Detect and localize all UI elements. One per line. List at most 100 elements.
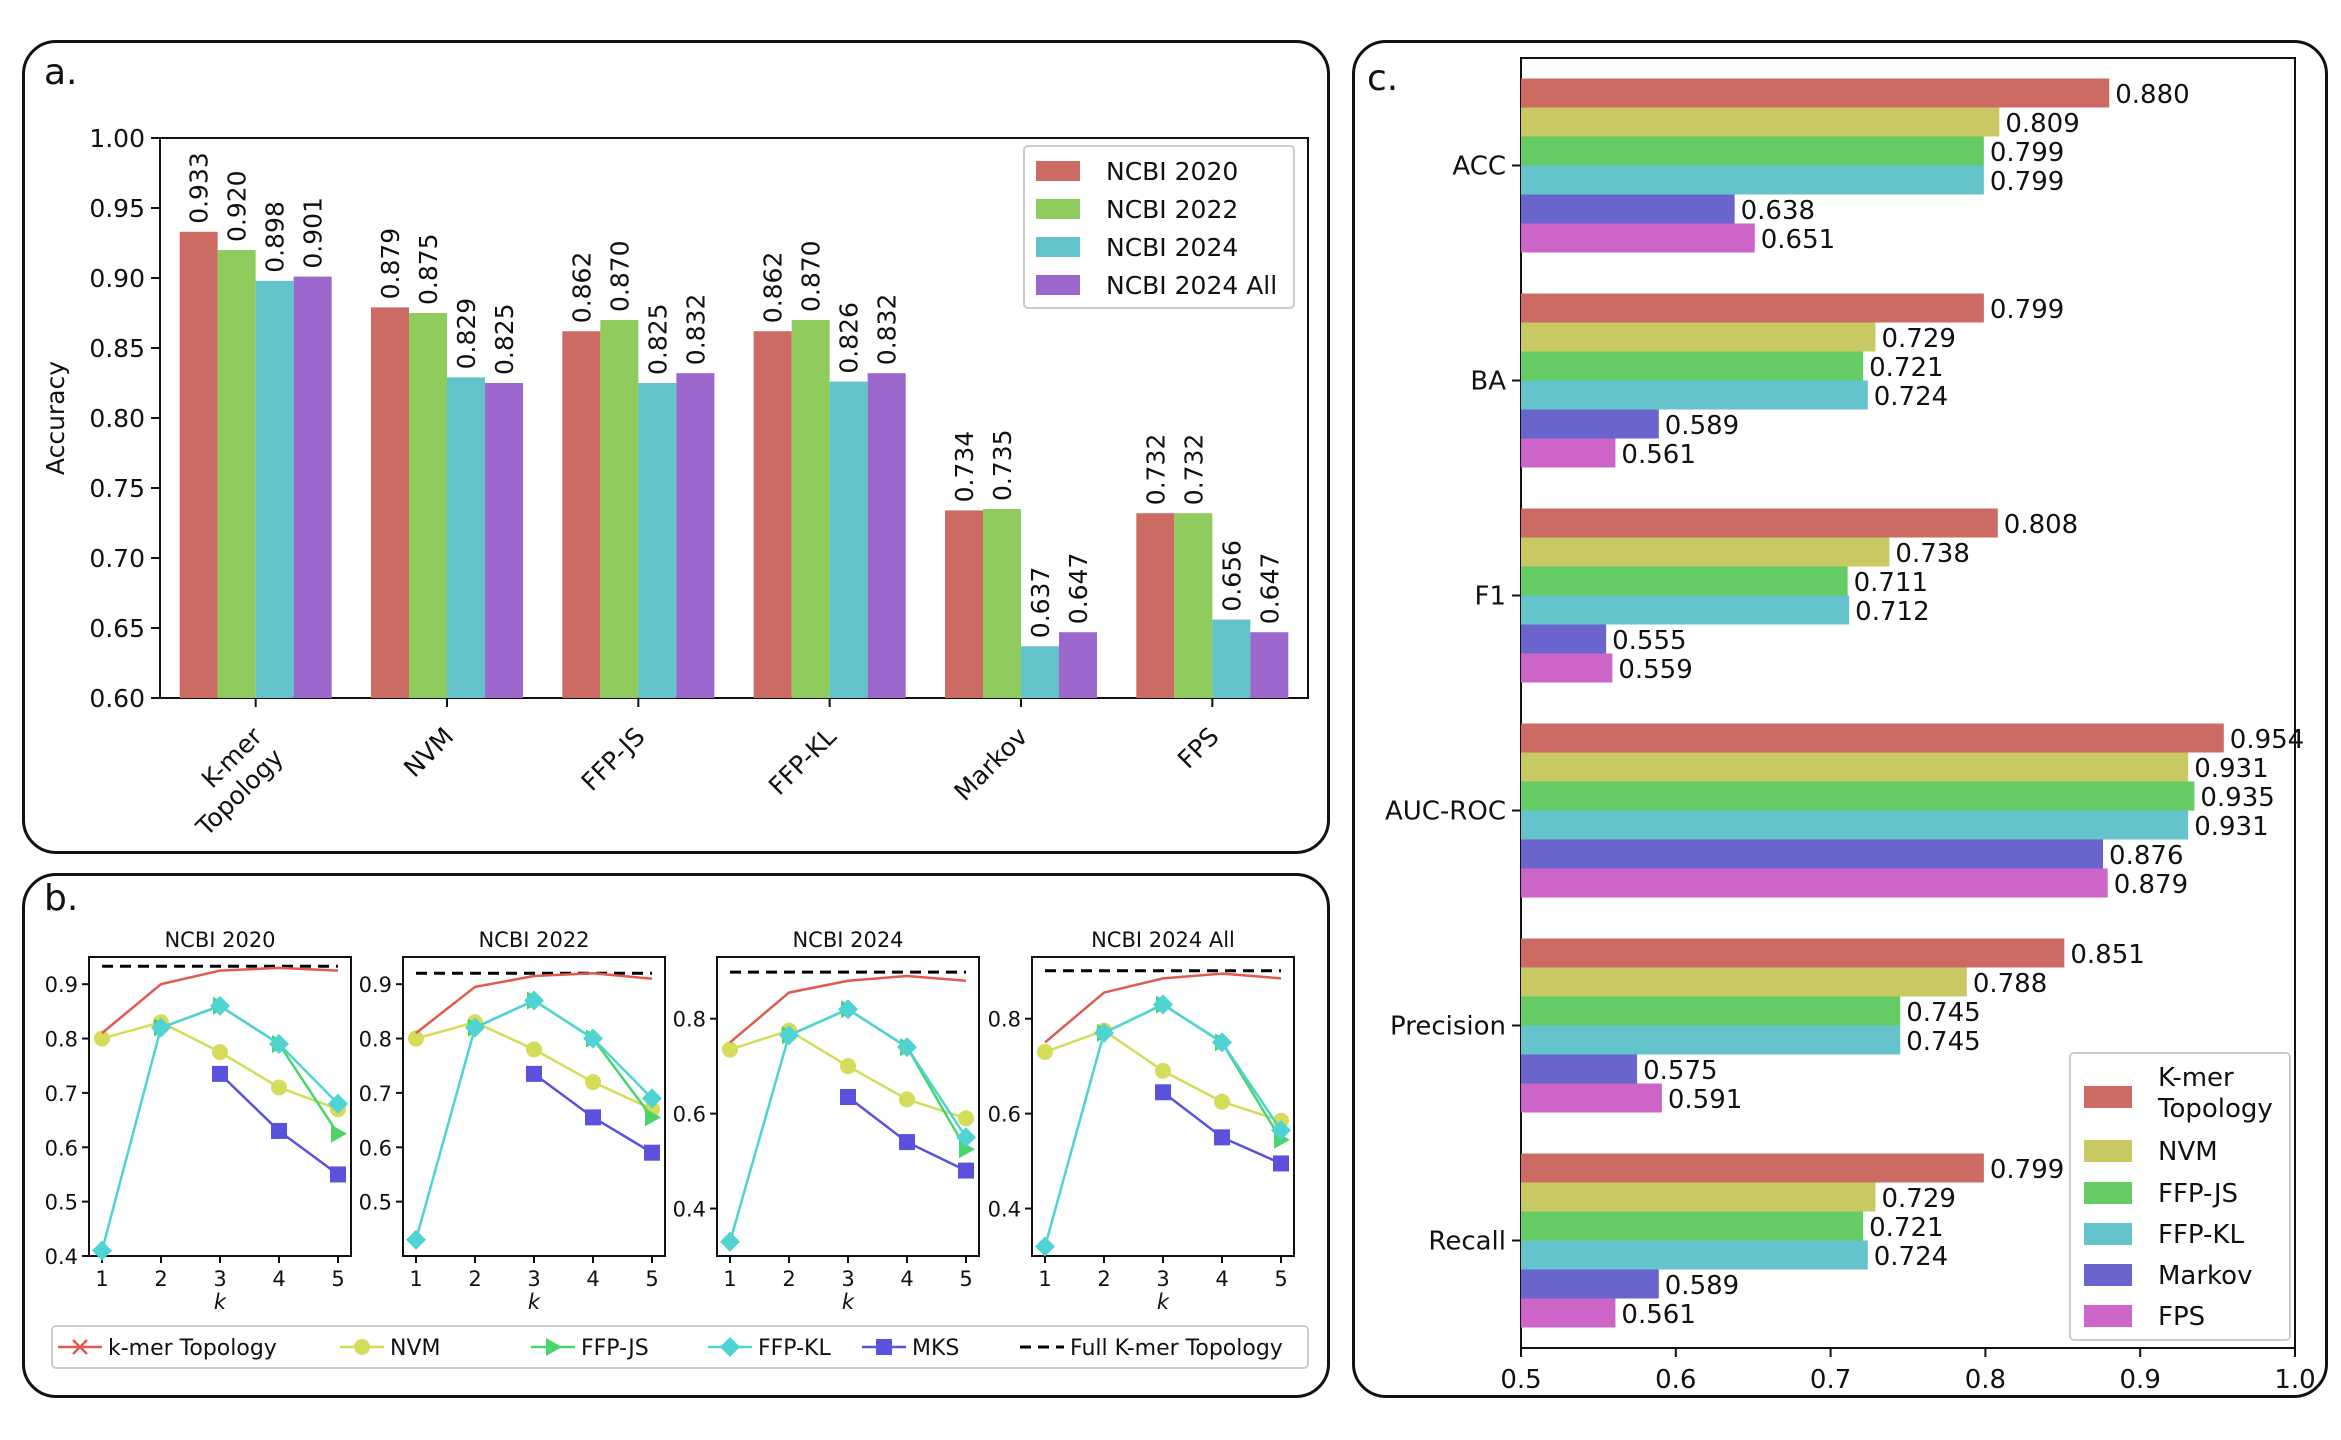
- point-nvm-ncbi-2024: [722, 1041, 738, 1058]
- hbar-label-fps-recall: 0.561: [1621, 1300, 1695, 1330]
- hbar-ffp-js-auc-roc: [1521, 781, 2195, 811]
- chart-c-ytick-label: Precision: [1390, 1012, 1506, 1042]
- hbar-markov-precision: [1521, 1054, 1638, 1084]
- point-ffpkl-ncbi-2022: [406, 1229, 426, 1250]
- chart-c-xtick-label: 0.7: [1810, 1365, 1851, 1395]
- legend-label-ncbi-2020: NCBI 2020: [1106, 157, 1238, 186]
- bar-ncbi-2022-ffp-js: [600, 320, 639, 698]
- hbar-label-ffp-js-acc: 0.799: [1990, 138, 2064, 168]
- bar-label-ncbi-2024-markov: 0.637: [1026, 567, 1055, 639]
- legend-swatch-nvm: [2084, 1140, 2132, 1162]
- bar-label-ncbi-2020-ffp-kl: 0.862: [759, 252, 788, 324]
- point-ffpkl-ncbi-2024: [897, 1037, 917, 1058]
- point-ffpkl-ncbi-2020: [92, 1240, 112, 1261]
- hbar-label-fps-precision: 0.591: [1668, 1085, 1742, 1115]
- hbar-label-nvm-precision: 0.788: [1973, 969, 2047, 999]
- hbar-label-fps-ba: 0.561: [1621, 440, 1695, 470]
- subplot-title-ncbi-2020: NCBI 2020: [164, 928, 275, 952]
- subplot-xtick-label-ncbi-2024: 4: [900, 1267, 913, 1291]
- hbar-ffp-js-f1: [1521, 566, 1848, 596]
- subplot-xtick-label-ncbi-2024: 3: [841, 1267, 854, 1291]
- subplot-xtick-label-ncbi-2024: 5: [959, 1267, 972, 1291]
- subplot-xtick-label-ncbi-2020: 4: [272, 1267, 285, 1291]
- hbar-label-ffp-kl-recall: 0.724: [1874, 1242, 1948, 1272]
- point-ffpkl-ncbi-2022: [642, 1088, 662, 1109]
- point-mks-ncbi-2020: [271, 1122, 287, 1139]
- point-ffpkl-ncbi-2020: [151, 1017, 171, 1038]
- chart-a-ytick-label: 0.85: [89, 334, 145, 363]
- chart-a-legend: [1023, 145, 1295, 309]
- legend-label-nvm: NVM: [2158, 1137, 2218, 1167]
- point-ffpjs-ncbi-2022: [645, 1108, 661, 1127]
- bar-ncbi-2022-markov: [983, 509, 1021, 698]
- point-nvm-ncbi-2022: [585, 1074, 601, 1091]
- bar-label-ncbi-2024-nvm: 0.829: [452, 298, 481, 370]
- legend-label-ncbi-2024-all: NCBI 2024 All: [1106, 271, 1277, 300]
- subplot-xtick-label-ncbi-2024-all: 3: [1156, 1267, 1169, 1291]
- point-ffpkl-ncbi-2024: [779, 1025, 799, 1046]
- panel-label-a: a.: [44, 52, 78, 93]
- bar-label-ncbi-2024-all-k-mer-topology: 0.901: [299, 197, 328, 269]
- bar-label-ncbi-2022-ffp-js: 0.870: [605, 240, 634, 312]
- hbar-ffp-kl-ba: [1521, 380, 1868, 410]
- chart-c-ytick-label: Recall: [1428, 1227, 1506, 1257]
- bar-label-ncbi-2020-fps: 0.732: [1141, 434, 1170, 506]
- subplot-ytick-label-ncbi-2022: 0.8: [359, 1028, 392, 1052]
- chart-a-ytick-label: 0.70: [89, 544, 145, 573]
- subplot-xtick-label-ncbi-2024: 1: [723, 1267, 736, 1291]
- bar-ncbi-2024-all-ffp-kl: [867, 373, 906, 698]
- legend-swatch-fps: [2084, 1305, 2132, 1327]
- hbar-label-ffp-js-f1: 0.711: [1854, 568, 1928, 598]
- bar-label-ncbi-2024-all-fps: 0.647: [1255, 553, 1284, 625]
- bar-label-ncbi-2024-fps: 0.656: [1217, 540, 1246, 612]
- hbar-ffp-kl-auc-roc: [1521, 810, 2189, 840]
- legend-swatch-ffp-kl: [2084, 1223, 2132, 1245]
- chart-a-accuracy-bars: 0.60 0.65 0.70 0.75 0.80 0.85 0.90 0.95 1.00 Accu…: [41, 124, 1309, 842]
- chart-a-ytick-label: 0.65: [89, 614, 145, 643]
- bar-label-ncbi-2024-ffp-js: 0.825: [643, 303, 672, 375]
- point-ffpkl-ncbi-2024-all: [1212, 1032, 1232, 1053]
- chart-a-ytick-label: 0.80: [89, 404, 145, 433]
- hbar-label-ffp-kl-acc: 0.799: [1990, 167, 2064, 197]
- line-kmer-ncbi-2020: [101, 966, 339, 1035]
- bar-ncbi-2020-ffp-kl: [753, 331, 792, 698]
- legend-swatch-ncbi-2024: [1036, 237, 1080, 257]
- legend-swatch-ncbi-2020: [1036, 161, 1080, 181]
- chart-a-ytick-label: 0.60: [89, 684, 145, 713]
- point-ffpkl-ncbi-2024: [956, 1127, 976, 1148]
- chart-c-ytick-label: BA: [1470, 367, 1506, 397]
- chart-c-xtick-label: 0.9: [2120, 1365, 2161, 1395]
- hbar-label-ffp-kl-precision: 0.745: [1906, 1027, 1980, 1057]
- bar-label-ncbi-2022-fps: 0.732: [1179, 434, 1208, 506]
- subplot-ytick-label-ncbi-2020: 0.6: [45, 1136, 78, 1160]
- point-ffpkl-ncbi-2024: [838, 999, 858, 1020]
- legend-marker-k-mer-topology: [72, 1339, 88, 1355]
- bar-ncbi-2024-nvm: [447, 377, 485, 698]
- hbar-fps-precision: [1521, 1083, 1662, 1113]
- point-ffpkl-ncbi-2024-all: [1153, 994, 1173, 1015]
- point-mks-ncbi-2022: [585, 1109, 601, 1126]
- hbar-k-mer-topology-f1: [1521, 508, 1998, 538]
- legend-label-ffp-kl: FFP-KL: [758, 1336, 831, 1361]
- hbar-label-k-mer-topology-precision: 0.851: [2070, 940, 2144, 970]
- point-mks-ncbi-2024: [840, 1089, 856, 1106]
- legend-label-markov: Markov: [2158, 1261, 2252, 1291]
- hbar-label-markov-auc-roc: 0.876: [2109, 841, 2183, 871]
- chart-c-ytick-label: AUC-ROC: [1385, 797, 1506, 827]
- legend-swatch-ffp-js: [2084, 1182, 2132, 1204]
- subplot-ytick-label-ncbi-2022: 0.9: [359, 973, 392, 997]
- bar-ncbi-2022-k-mer-topology: [217, 250, 256, 698]
- bar-ncbi-2024-ffp-kl: [829, 381, 868, 698]
- legend-label-full-k-mer-topology: Full K-mer Topology: [1070, 1336, 1283, 1361]
- hbar-label-markov-ba: 0.589: [1665, 411, 1739, 441]
- legend-label-ffp-js: FFP-JS: [581, 1336, 649, 1361]
- legend-swatch-k-mer-topology: [2084, 1086, 2132, 1108]
- subplot-ytick-label-ncbi-2024: 0.6: [673, 1103, 706, 1127]
- subplot-ytick-label-ncbi-2024-all: 0.4: [988, 1198, 1021, 1222]
- subplot-ytick-label-ncbi-2024: 0.8: [673, 1008, 706, 1032]
- chart-c-ytick-label: ACC: [1452, 152, 1506, 182]
- point-ffpkl-ncbi-2022: [583, 1028, 603, 1049]
- hbar-label-k-mer-topology-auc-roc: 0.954: [2230, 725, 2304, 755]
- hbar-k-mer-topology-recall: [1521, 1153, 1984, 1183]
- subplot-xtick-label-ncbi-2020: 2: [154, 1267, 167, 1291]
